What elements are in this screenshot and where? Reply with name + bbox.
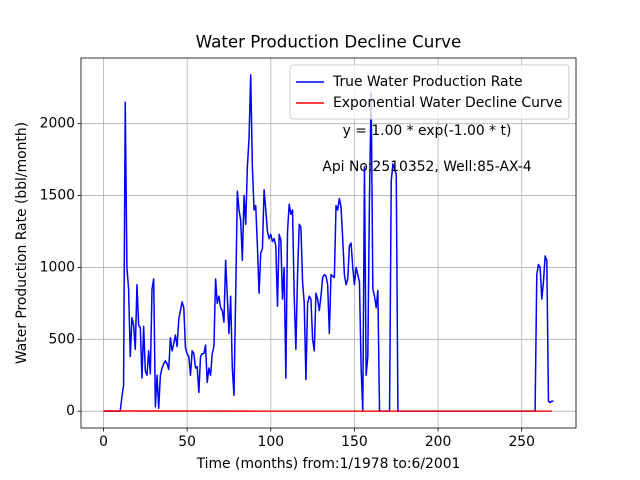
legend-label: Exponential Water Decline Curve — [333, 95, 562, 111]
x-tick-label: 250 — [508, 434, 535, 450]
data-line — [103, 74, 554, 412]
legend-label: True Water Production Rate — [332, 74, 523, 90]
x-axis-label: Time (months) from:1/1978 to:6/2001 — [196, 456, 461, 472]
x-tick-label: 150 — [341, 434, 368, 450]
y-tick-label: 1000 — [40, 259, 75, 275]
x-tick-label: 200 — [425, 434, 452, 450]
legend-box — [289, 64, 570, 120]
x-tick-label: 100 — [258, 434, 285, 450]
annotation: Api No:2510352, Well:85-AX-4 — [322, 159, 531, 175]
plot-frame — [80, 57, 577, 429]
annotation: y = 1.00 * exp(-1.00 * t) — [343, 123, 512, 139]
y-axis-label: Water Production Rate (bbl/month) — [14, 122, 30, 364]
y-tick-label: 1500 — [40, 188, 75, 204]
y-tick-label: 500 — [48, 331, 75, 347]
y-tick-label: 2000 — [40, 116, 75, 132]
y-tick-label: 0 — [66, 403, 75, 419]
x-tick-label: 0 — [99, 434, 108, 450]
x-tick-label: 50 — [178, 434, 196, 450]
chart-title: Water Production Decline Curve — [196, 32, 462, 52]
